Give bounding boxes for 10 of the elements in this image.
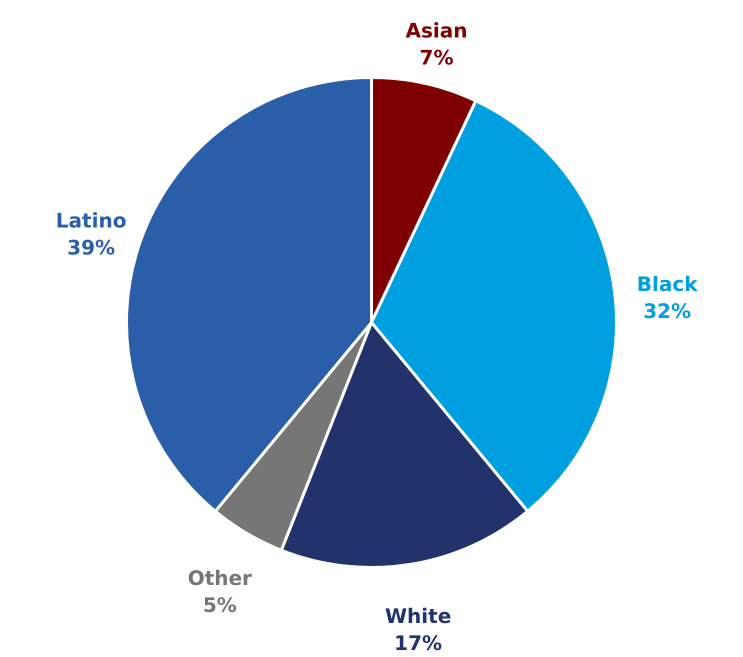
slice-label: Asian (406, 18, 468, 43)
slice-label: Black (636, 272, 698, 296)
slice-label: Latino (56, 208, 126, 233)
data-label: 17% (394, 630, 442, 655)
data-label: 5% (202, 593, 237, 617)
data-label: 39% (67, 236, 116, 260)
slice-label: White (384, 604, 452, 628)
data-label: 32% (643, 299, 692, 324)
data-label: 7% (420, 46, 454, 70)
slice-label: Other (188, 566, 252, 590)
